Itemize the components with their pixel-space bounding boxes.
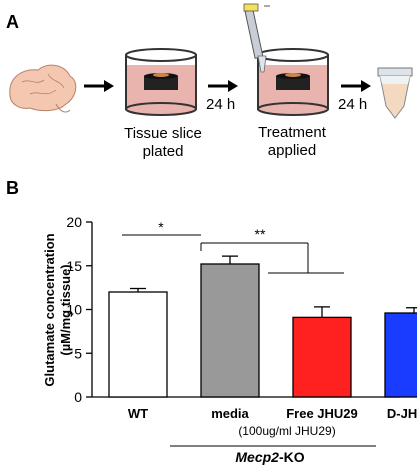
time2-label: 24 h: [338, 96, 368, 113]
panel-a-label: A: [6, 12, 19, 32]
x-tick-label: media: [211, 406, 249, 421]
arrow-icon: [208, 80, 238, 92]
x-tick-label: D-JHU29: [387, 406, 417, 421]
tube-icon: [377, 67, 413, 119]
x-tick-label: WT: [128, 406, 148, 421]
svg-text:Glutamate concentration: Glutamate concentration: [42, 233, 57, 386]
arrow-icon: [341, 80, 371, 92]
bar-media: [200, 263, 260, 398]
y-tick-label: 5: [74, 345, 82, 361]
y-tick-label: 10: [66, 302, 82, 318]
brain-icon: [9, 64, 77, 113]
y-tick-label: 20: [66, 214, 82, 230]
y-axis-label: Glutamate concentration (µM/mg tissue): [42, 233, 73, 386]
step1-label: Tissue slice plated: [124, 125, 202, 160]
bar-wt: [108, 291, 168, 398]
significance-brackets: * **: [122, 219, 344, 274]
arrow-icon: [84, 80, 114, 92]
pipette-icon: [243, 3, 270, 73]
bar-free-jhu29: [292, 316, 352, 398]
x-tick-label: Free JHU29: [286, 406, 358, 421]
significance-star: **: [255, 226, 266, 242]
significance-star: *: [158, 219, 164, 235]
svg-text:(µM/mg tissue): (µM/mg tissue): [58, 264, 73, 355]
dose-sublabel: (100ug/ml JHU29): [238, 424, 335, 438]
bar-d-jhu29: [384, 312, 417, 398]
panel-b-label: B: [6, 178, 19, 198]
time1-label: 24 h: [206, 96, 236, 113]
group-label: Mecp2-KO: [235, 449, 304, 465]
step2-label: Treatment applied: [258, 124, 326, 159]
culture-dish-icon: [257, 48, 329, 116]
y-tick-label: 15: [66, 258, 82, 274]
culture-dish-icon: [125, 48, 197, 116]
y-tick-label: 0: [74, 389, 82, 405]
